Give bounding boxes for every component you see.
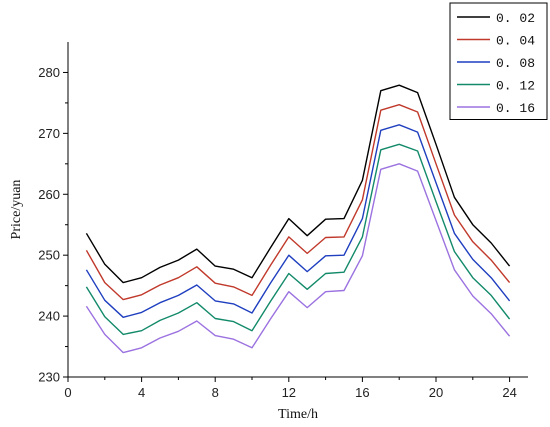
legend-item: 0. 08 — [457, 56, 535, 71]
legend-item: 0. 02 — [457, 11, 535, 26]
x-tick-label: 20 — [429, 385, 443, 400]
y-tick-label: 270 — [38, 126, 60, 141]
legend-item: 0. 04 — [457, 34, 535, 49]
x-tick-label: 8 — [212, 385, 219, 400]
series-lines — [85, 84, 511, 354]
x-tick-label: 16 — [355, 385, 369, 400]
legend-label: 0. 12 — [496, 79, 535, 94]
y-tick-label: 240 — [38, 309, 60, 324]
legend-item: 0. 16 — [457, 101, 535, 116]
legend: 0. 02 0. 04 0. 08 0. 12 0. 16 — [449, 2, 548, 120]
series-line-3 — [85, 124, 511, 318]
legend-label: 0. 04 — [496, 34, 535, 49]
x-tick-label: 0 — [64, 385, 71, 400]
series-line-5 — [85, 163, 511, 354]
y-tick-label: 280 — [38, 65, 60, 80]
y-tick-label: 250 — [38, 248, 60, 263]
x-tick-label: 12 — [282, 385, 296, 400]
legend-item: 0. 12 — [457, 79, 535, 94]
legend-label: 0. 16 — [496, 101, 535, 116]
y-tick-label: 230 — [38, 370, 60, 385]
legend-label: 0. 08 — [496, 56, 535, 71]
y-ticks: 230 240 250 260 270 280 — [38, 65, 68, 385]
series-line-4 — [85, 143, 511, 336]
x-ticks: 0 4 8 12 16 20 24 — [64, 377, 517, 400]
legend-box — [449, 2, 548, 120]
series-line-2 — [85, 103, 511, 301]
series-line-1 — [85, 84, 511, 284]
x-tick-label: 24 — [502, 385, 516, 400]
legend-label: 0. 02 — [496, 11, 535, 26]
y-tick-label: 260 — [38, 187, 60, 202]
y-axis-title: Price/yuan — [9, 180, 24, 240]
legend-items: 0. 02 0. 04 0. 08 0. 12 0. 16 — [457, 11, 535, 116]
axes — [67, 42, 528, 378]
x-tick-label: 4 — [138, 385, 145, 400]
x-axis-title: Time/h — [278, 407, 318, 422]
